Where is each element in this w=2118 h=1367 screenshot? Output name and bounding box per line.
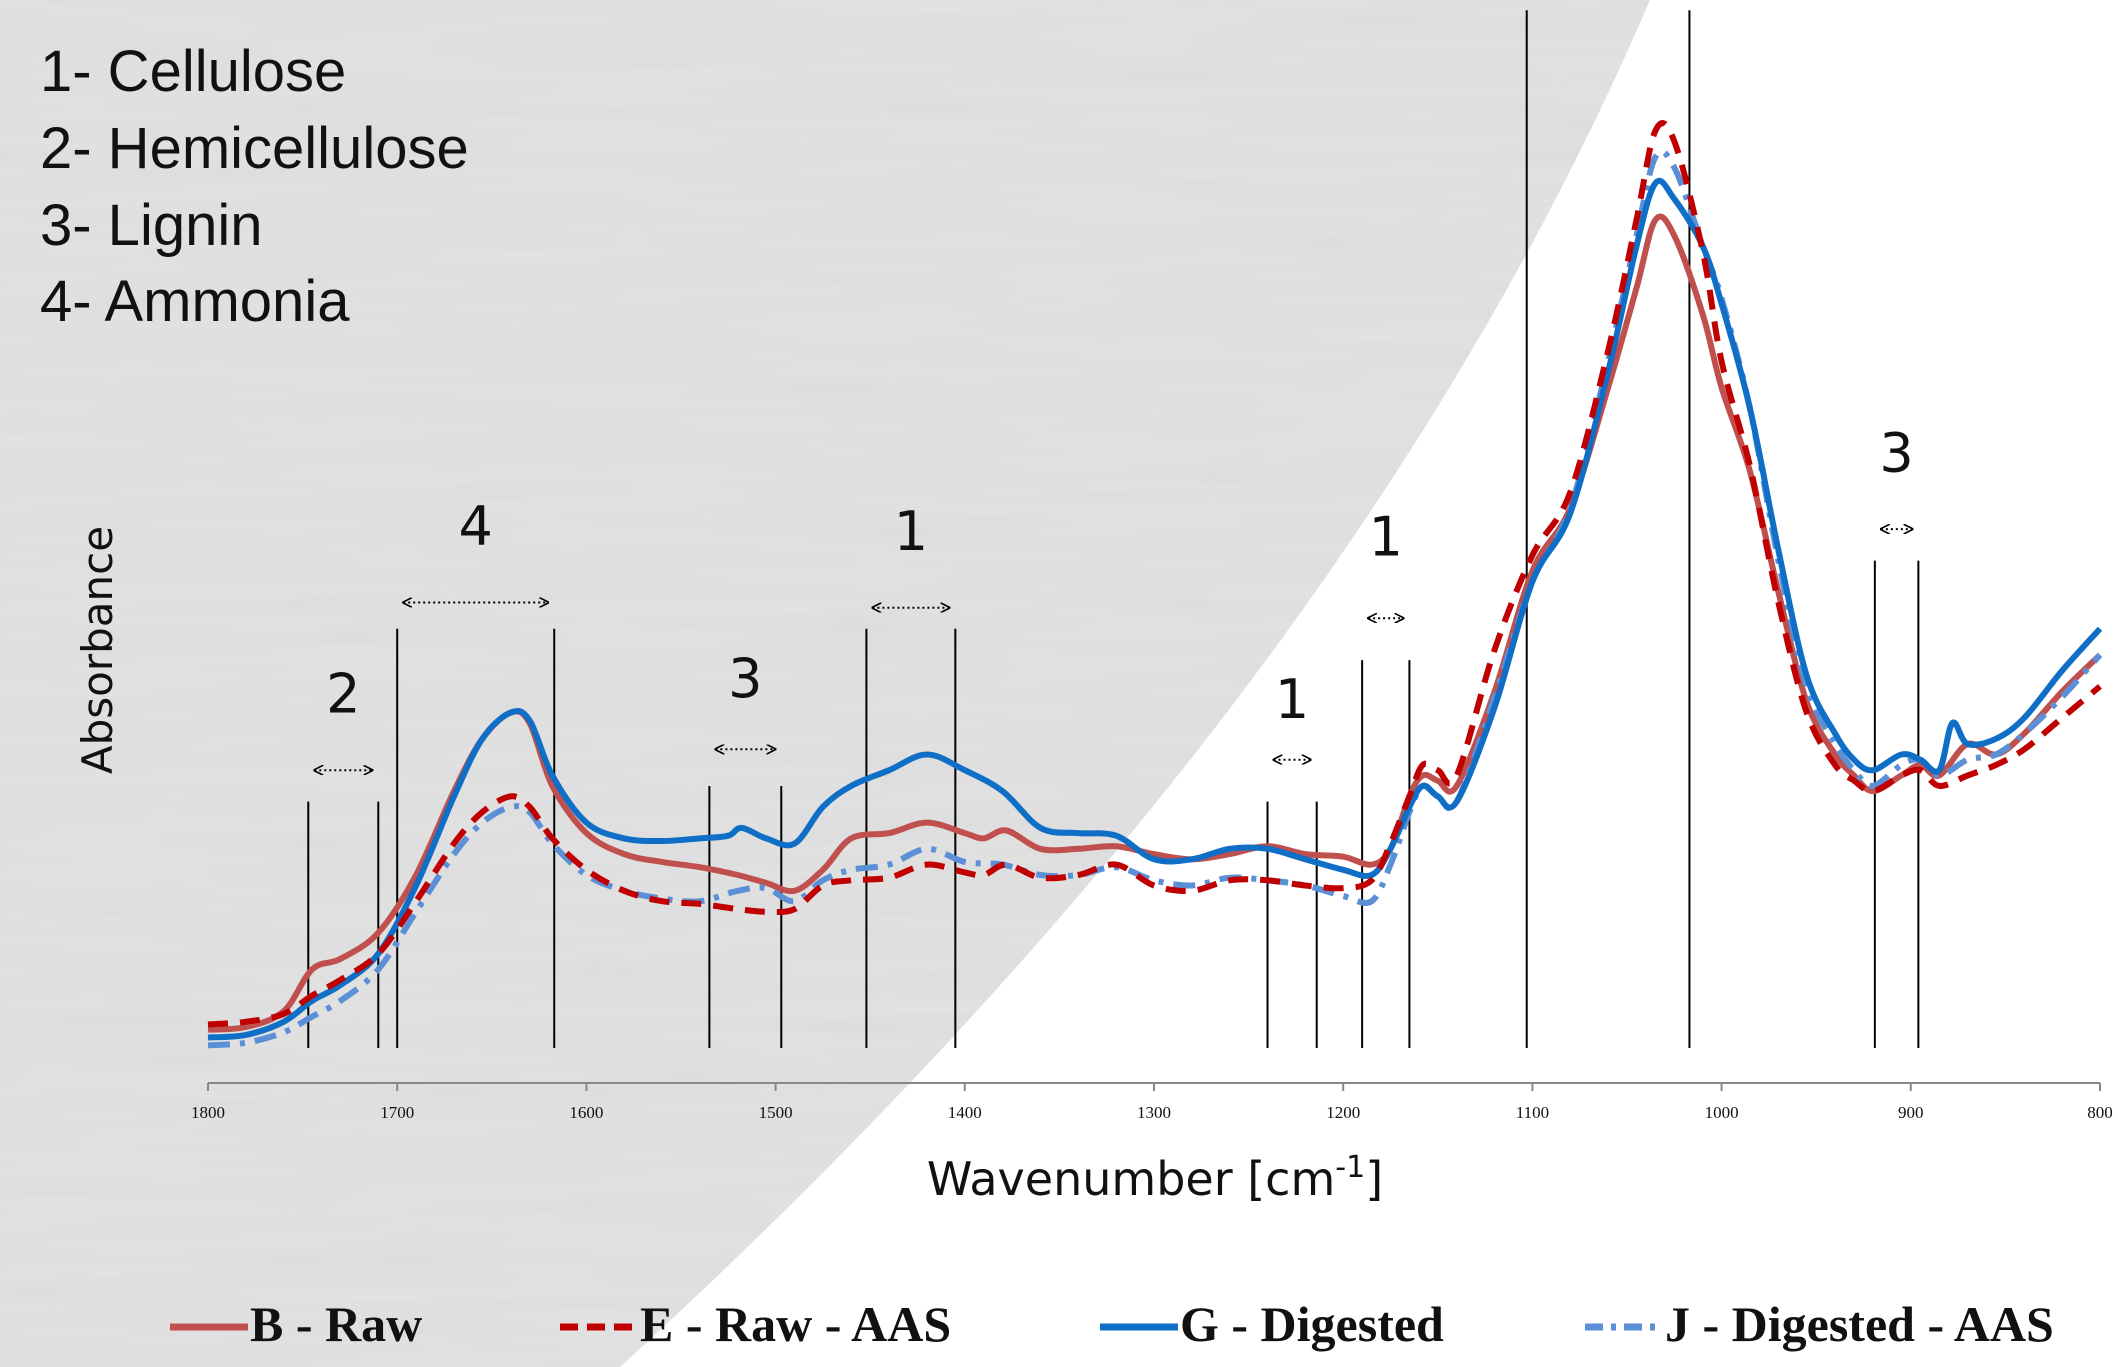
series-line-4: [207, 148, 2103, 1049]
series-line-2: [207, 120, 2102, 1028]
x-tick-label: 1000: [1705, 1103, 1739, 1122]
group-legend-item-hemicellulose: 2- Hemicellulose: [40, 116, 469, 181]
x-tick-label: 1800: [191, 1103, 225, 1122]
region-label: 3: [728, 647, 762, 710]
x-tick-label: 900: [1898, 1103, 1924, 1122]
x-tick-label: 1100: [1516, 1103, 1549, 1122]
region-label: 3: [1879, 421, 1913, 484]
region-label: 2: [326, 663, 360, 726]
x-tick-label: 1200: [1326, 1103, 1360, 1122]
x-tick-label: 1500: [759, 1103, 793, 1122]
region-label: 1: [1275, 668, 1309, 731]
legend-label: E - Raw - AAS: [640, 1296, 951, 1352]
group-legend-item-cellulose: 1- Cellulose: [40, 39, 347, 104]
series-line-3: [207, 177, 2103, 1041]
x-tick-label: 800: [2087, 1103, 2113, 1122]
region-label: 1: [1369, 505, 1403, 568]
region-markers: 2 4 3 1 1 1 3: [307, 10, 1920, 1048]
legend-label: J - Digested - AAS: [1665, 1296, 2054, 1352]
legend-label: G - Digested: [1180, 1296, 1444, 1352]
x-tick-label: 1400: [948, 1103, 982, 1122]
x-ticks: 1800 1700 1600 1500 1400 1300 1200 1100 1000 900 8…: [191, 1083, 2113, 1122]
region-label: 4: [459, 495, 493, 558]
white-panel: [620, 0, 2118, 1367]
series-legend: B - Raw E - Raw - AAS G - Digested J - Dige…: [170, 1296, 2054, 1352]
legend-label: B - Raw: [250, 1296, 422, 1352]
x-axis-title: Wavenumber [cm-1]: [927, 1150, 1383, 1206]
group-legend-item-lignin: 3- Lignin: [40, 193, 263, 258]
y-axis-title: Absorbance: [73, 526, 122, 774]
x-tick-label: 1700: [380, 1103, 414, 1122]
series-lines: [207, 120, 2103, 1049]
x-tick-label: 1300: [1137, 1103, 1171, 1122]
group-legend-item-ammonia: 4- Ammonia: [40, 269, 350, 334]
series-line-1: [207, 213, 2103, 1033]
region-label: 1: [894, 500, 928, 563]
x-tick-label: 1600: [569, 1103, 603, 1122]
